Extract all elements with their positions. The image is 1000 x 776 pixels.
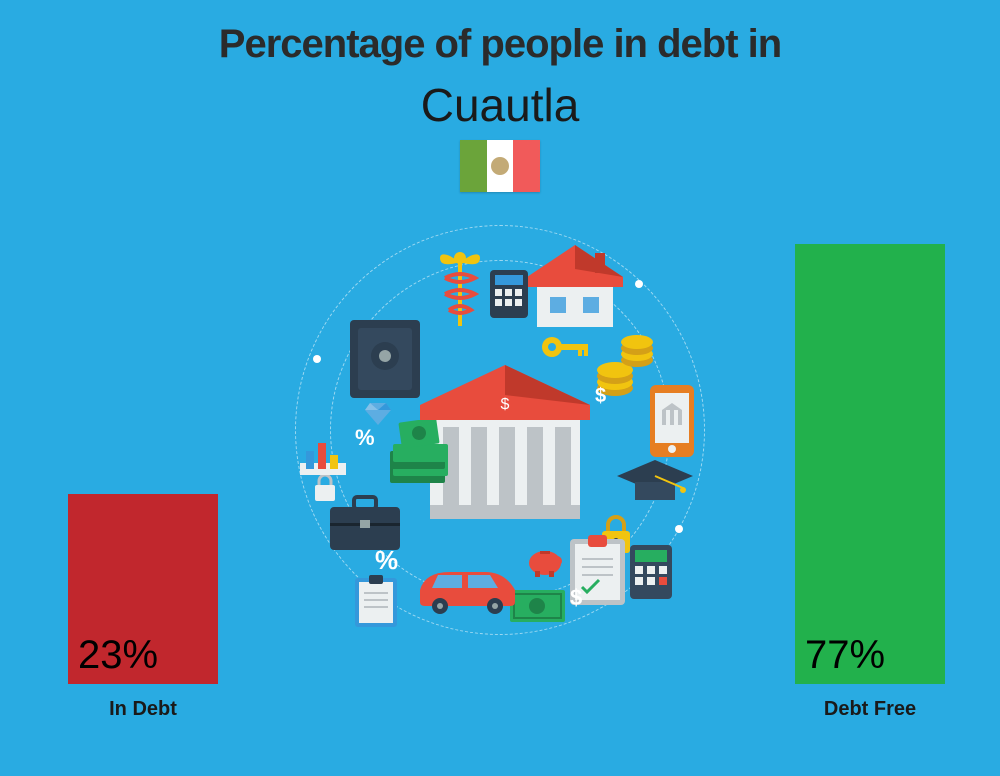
bar-debt-free-value: 77% xyxy=(805,633,885,678)
piggy-icon xyxy=(525,545,565,577)
phone-icon xyxy=(650,385,694,457)
bar-debt-free: 77% xyxy=(795,244,945,684)
calculator-icon xyxy=(630,545,672,599)
car-icon xyxy=(410,560,525,615)
orbit-dot xyxy=(313,355,321,363)
bar-debt-free-label: Debt Free xyxy=(795,698,945,721)
percent-icon: % xyxy=(355,425,375,451)
clipboard-small-icon xyxy=(355,575,397,627)
bar-in-debt-area: 23% In Debt xyxy=(68,494,218,721)
title-main: Percentage of people in debt in xyxy=(0,22,1000,67)
briefcase-icon xyxy=(330,495,400,550)
flag-stripe-green xyxy=(460,140,487,192)
mini-chart-icon xyxy=(300,435,346,475)
orbit-dot xyxy=(635,280,643,288)
flag-emblem xyxy=(491,157,509,175)
cash-stack-icon xyxy=(390,420,450,485)
bar-in-debt-value: 23% xyxy=(78,633,158,678)
bar-in-debt: 23% xyxy=(68,494,218,684)
orbit-dot xyxy=(675,525,683,533)
caduceus-icon xyxy=(435,250,485,330)
center-illustration: $ xyxy=(295,225,705,635)
diamond-icon xyxy=(365,403,391,425)
padlock-small-icon xyxy=(313,473,337,503)
flag-stripe-white xyxy=(487,140,514,192)
flag-mexico xyxy=(460,140,540,192)
safe-icon xyxy=(350,320,420,398)
dollar-icon: $ xyxy=(595,385,606,408)
flag-stripe-red xyxy=(513,140,540,192)
dollar-icon: $ xyxy=(570,585,582,611)
bar-in-debt-label: In Debt xyxy=(68,698,218,721)
calculator-top-icon xyxy=(490,270,528,318)
grad-cap-icon xyxy=(615,460,695,510)
key-icon xyxy=(540,335,590,359)
bar-debt-free-area: 77% Debt Free xyxy=(795,244,945,721)
svg-text:$: $ xyxy=(501,396,510,413)
house-icon xyxy=(525,245,625,330)
title-sub: Cuautla xyxy=(0,78,1000,132)
